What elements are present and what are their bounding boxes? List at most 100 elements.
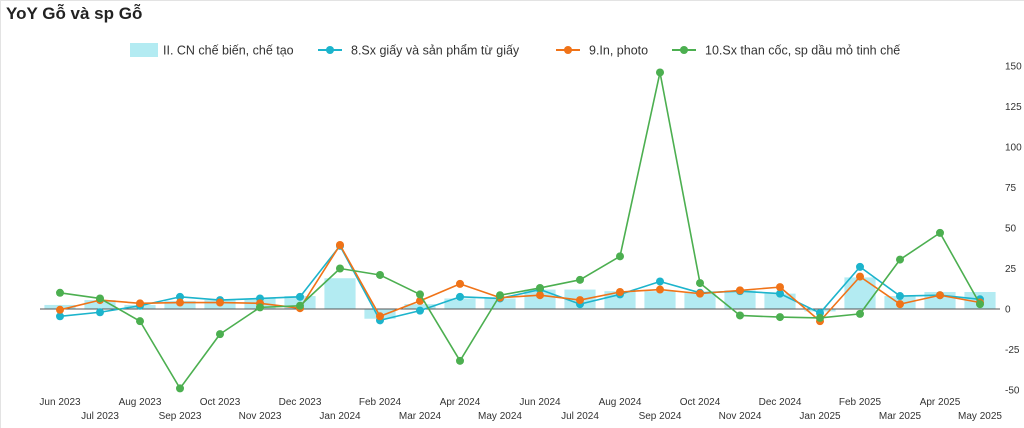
x-tick-label: Sep 2024 (639, 411, 682, 422)
data-point[interactable] (856, 262, 864, 271)
x-tick-label: Feb 2025 (839, 397, 882, 408)
data-point[interactable] (816, 313, 824, 322)
y-tick-label: 100 (1005, 143, 1022, 154)
line-series-2 (56, 68, 984, 393)
data-point[interactable] (416, 306, 424, 315)
x-tick-label: Dec 2023 (279, 397, 322, 408)
y-tick-label: 75 (1005, 183, 1017, 194)
data-point[interactable] (616, 287, 624, 296)
data-point[interactable] (896, 300, 904, 309)
data-point[interactable] (256, 303, 264, 312)
data-point[interactable] (536, 283, 544, 292)
data-point[interactable] (456, 279, 464, 288)
y-tick-label: 125 (1005, 102, 1022, 113)
data-point[interactable] (376, 312, 384, 321)
data-point[interactable] (576, 296, 584, 305)
legend-label: 9.In, photo (589, 44, 648, 58)
legend-item-0[interactable]: II. CN chế biến, chế tạo (130, 43, 294, 58)
legend: II. CN chế biến, chế tạo 8.Sx giấy và sản… (130, 43, 900, 58)
data-point[interactable] (376, 270, 384, 279)
bar-feb-2025 (844, 277, 876, 309)
data-point[interactable] (456, 292, 464, 301)
bar-may-2024 (484, 298, 516, 309)
data-point[interactable] (136, 317, 144, 326)
x-tick-label: Oct 2024 (680, 397, 721, 408)
x-tick-label: Jun 2023 (39, 397, 81, 408)
bar-jan-2024 (324, 278, 356, 309)
line-series (56, 68, 984, 393)
data-point[interactable] (656, 285, 664, 294)
data-point[interactable] (856, 309, 864, 318)
data-point[interactable] (776, 283, 784, 292)
x-tick-label: Apr 2024 (440, 397, 481, 408)
data-point[interactable] (56, 288, 64, 297)
data-point[interactable] (776, 313, 784, 322)
x-tick-label: Feb 2024 (359, 397, 402, 408)
data-point[interactable] (896, 255, 904, 264)
series-line (59, 244, 981, 322)
data-point[interactable] (416, 290, 424, 299)
x-tick-label: Jan 2024 (319, 411, 361, 422)
x-tick-label: May 2025 (958, 411, 1002, 422)
legend-marker (680, 46, 688, 54)
data-point[interactable] (56, 305, 64, 314)
series-line (59, 71, 981, 390)
y-tick-label: 0 (1005, 305, 1011, 316)
data-point[interactable] (136, 299, 144, 308)
data-point[interactable] (656, 68, 664, 77)
data-point[interactable] (336, 241, 344, 250)
y-axis: -50 -25 0 25 50 75 100 125 150 (1005, 62, 1022, 397)
data-point[interactable] (536, 291, 544, 300)
x-tick-label: Mar 2024 (399, 411, 442, 422)
legend-marker (326, 46, 334, 54)
data-point[interactable] (576, 275, 584, 284)
data-point[interactable] (296, 292, 304, 301)
legend-swatch (130, 43, 158, 57)
legend-marker (564, 46, 572, 54)
x-tick-label: Aug 2024 (599, 397, 642, 408)
data-point[interactable] (96, 294, 104, 303)
data-point[interactable] (616, 252, 624, 261)
data-point[interactable] (336, 264, 344, 273)
data-point[interactable] (736, 311, 744, 320)
data-point[interactable] (976, 300, 984, 309)
bar-sep-2024 (644, 291, 676, 309)
data-point[interactable] (856, 272, 864, 281)
data-point[interactable] (896, 292, 904, 301)
data-point[interactable] (216, 298, 224, 307)
x-tick-label: Apr 2025 (920, 397, 961, 408)
data-point[interactable] (176, 384, 184, 393)
data-point[interactable] (696, 279, 704, 288)
data-point[interactable] (56, 312, 64, 321)
x-tick-label: May 2024 (478, 411, 522, 422)
bar-mar-2024 (404, 304, 436, 309)
y-tick-label: 25 (1005, 264, 1017, 275)
x-tick-label: Mar 2025 (879, 411, 922, 422)
data-point[interactable] (936, 228, 944, 237)
y-tick-label: -50 (1005, 386, 1020, 397)
x-tick-label: Jun 2024 (519, 397, 561, 408)
x-tick-label: Nov 2023 (239, 411, 282, 422)
bar-jun-2024 (524, 289, 556, 309)
x-tick-label: Jul 2024 (561, 411, 599, 422)
legend-item-2[interactable]: 9.In, photo (556, 44, 648, 58)
data-point[interactable] (96, 308, 104, 317)
legend-label: II. CN chế biến, chế tạo (163, 44, 294, 58)
data-point[interactable] (296, 301, 304, 310)
legend-item-1[interactable]: 8.Sx giấy và sản phẩm từ giấy (318, 44, 520, 58)
data-point[interactable] (176, 292, 184, 301)
data-point[interactable] (176, 298, 184, 307)
data-point[interactable] (656, 277, 664, 286)
data-point[interactable] (496, 291, 504, 300)
data-point[interactable] (936, 291, 944, 300)
data-point[interactable] (776, 289, 784, 298)
data-point[interactable] (696, 289, 704, 298)
x-tick-label: Oct 2023 (200, 397, 241, 408)
legend-item-3[interactable]: 10.Sx than cốc, sp dầu mỏ tinh chế (672, 44, 900, 58)
data-point[interactable] (736, 286, 744, 295)
x-tick-label: Aug 2023 (119, 397, 162, 408)
data-point[interactable] (216, 330, 224, 339)
data-point[interactable] (456, 356, 464, 365)
